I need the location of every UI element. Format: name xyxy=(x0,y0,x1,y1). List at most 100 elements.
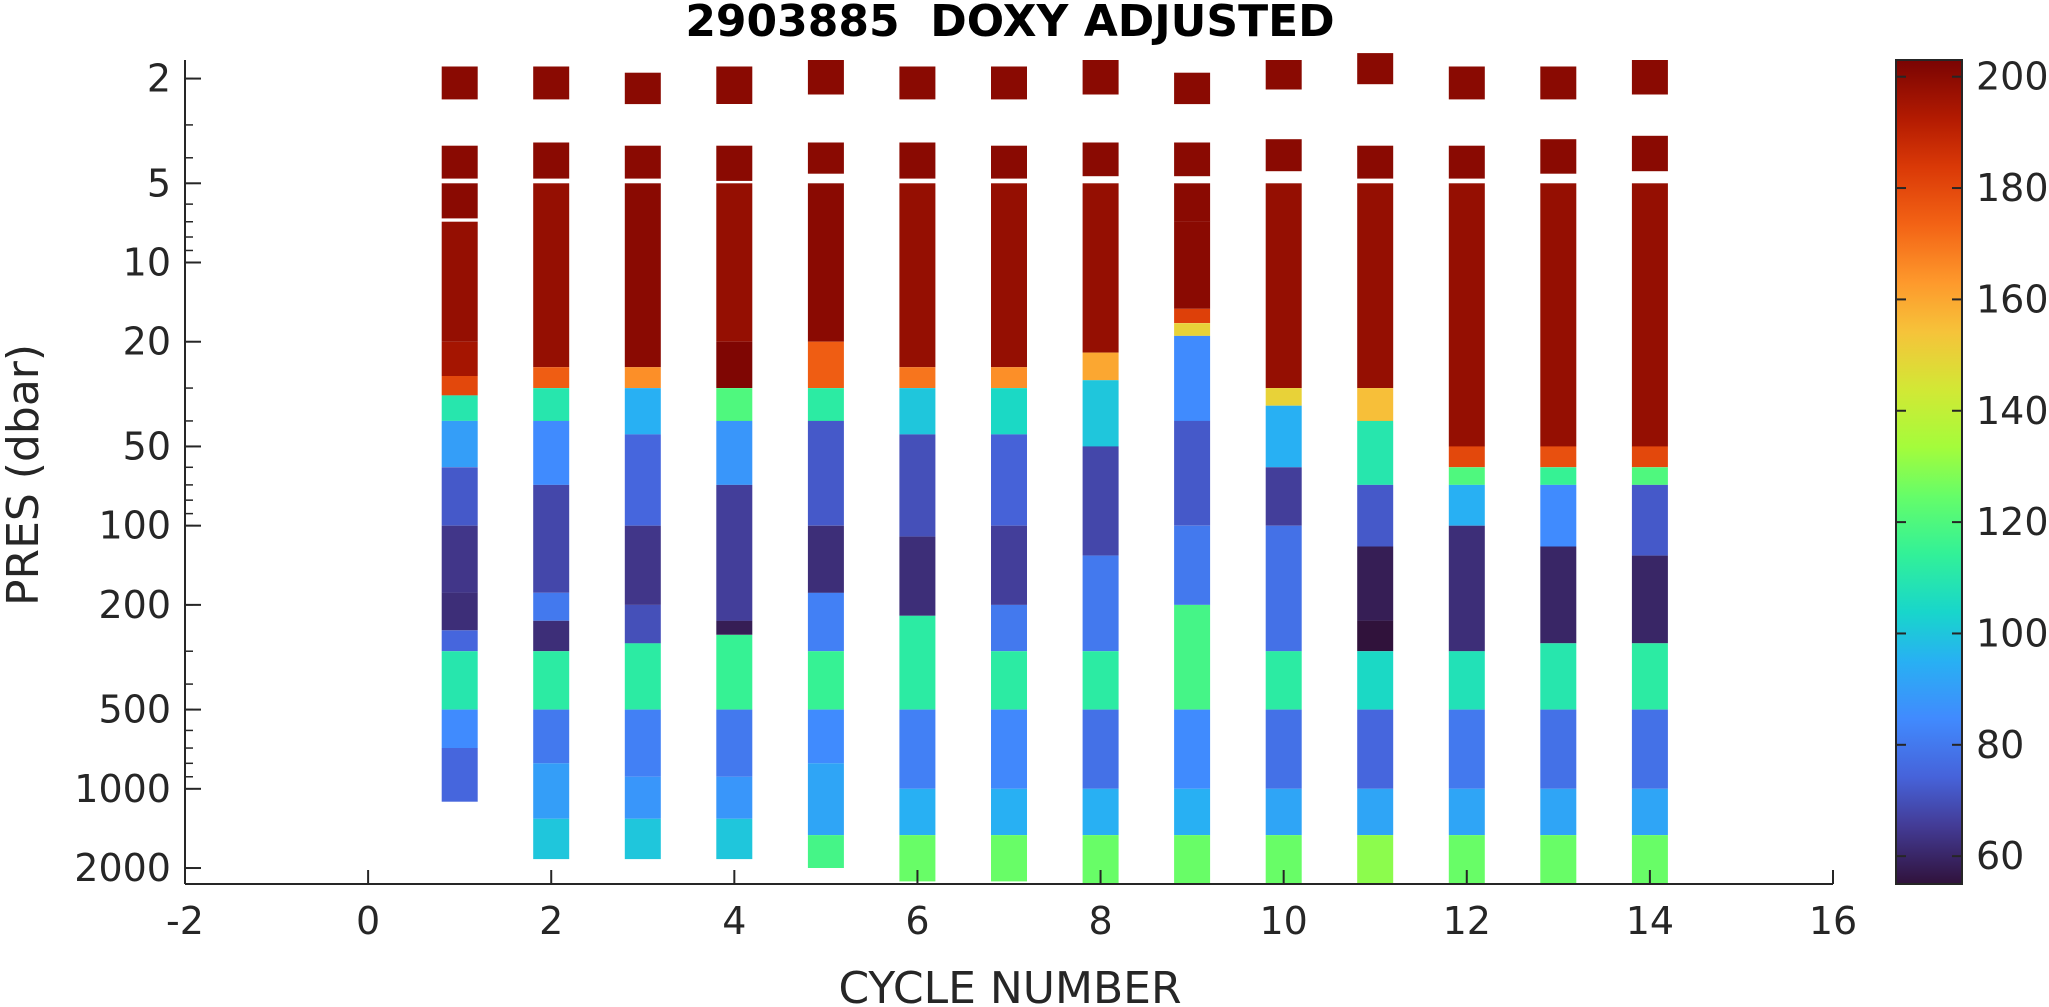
profile-segment xyxy=(899,367,936,388)
profile-segment xyxy=(991,183,1027,368)
profile-segment xyxy=(807,835,844,868)
profile-segment xyxy=(441,592,478,631)
profile-segment xyxy=(807,388,844,421)
profile-segment xyxy=(533,592,570,621)
profile-segment xyxy=(533,367,570,388)
profile-segment xyxy=(1082,183,1119,353)
profile-segment xyxy=(1265,651,1302,710)
profile-segment xyxy=(1357,388,1394,421)
profile-column-3 xyxy=(624,72,661,860)
profile-segment xyxy=(533,709,570,764)
profile-segment xyxy=(441,709,478,749)
profile-segment xyxy=(807,525,844,593)
profile-segment xyxy=(533,183,570,368)
profile-segment xyxy=(899,434,936,537)
colorbar-gradient xyxy=(1895,59,1963,885)
x-tick-label: 10 xyxy=(1259,899,1307,943)
profile-column-10 xyxy=(1265,60,1302,884)
profile-segment xyxy=(533,388,570,421)
profile-segment xyxy=(1540,183,1577,447)
profile-segment xyxy=(533,763,570,819)
x-tick-label: 4 xyxy=(722,899,746,943)
profile-segment xyxy=(624,367,661,388)
profile-segment xyxy=(1265,467,1302,526)
chart-title: 2903885 DOXY ADJUSTED xyxy=(685,0,1334,47)
profile-segment xyxy=(1174,308,1211,324)
y-tick-label: 20 xyxy=(123,320,171,364)
y-tick-label: 10 xyxy=(123,241,171,285)
profile-segment xyxy=(624,604,661,644)
y-tick-label: 50 xyxy=(123,424,171,468)
profile-segment xyxy=(624,643,661,710)
colorbar-tick-label: 160 xyxy=(1976,277,2049,321)
profile-segment xyxy=(991,709,1027,789)
profile-column-6 xyxy=(899,66,936,882)
profile-segment xyxy=(1082,352,1119,381)
profile-segment xyxy=(807,592,844,652)
profile-segment xyxy=(441,651,478,710)
profile-segment xyxy=(899,183,936,368)
profile-segment xyxy=(1082,788,1119,836)
profile-segment xyxy=(441,341,478,376)
profile-segment xyxy=(716,634,753,710)
x-tick-label: 8 xyxy=(1088,899,1112,943)
profile-segment xyxy=(1357,420,1394,485)
y-axis-title: PRES (dbar) xyxy=(0,344,49,606)
profile-segment xyxy=(807,709,844,764)
x-tick-label: 16 xyxy=(1809,899,1857,943)
profile-segment xyxy=(1174,525,1211,605)
profile-segment xyxy=(624,776,661,819)
profile-segment xyxy=(1357,651,1394,710)
profile-segment xyxy=(991,145,1027,179)
profile-segment xyxy=(716,66,753,104)
profile-segment xyxy=(991,367,1027,388)
profile-segment xyxy=(1265,139,1302,172)
profile-segment xyxy=(441,66,478,100)
profile-segment xyxy=(716,183,753,342)
profile-segment xyxy=(1357,788,1394,836)
profile-segment xyxy=(624,434,661,526)
profile-segment xyxy=(1082,60,1119,95)
profile-segment xyxy=(716,145,753,181)
profile-segment xyxy=(1174,709,1211,789)
profile-segment xyxy=(1174,788,1211,836)
profile-segment xyxy=(1174,72,1211,105)
profile-segment xyxy=(1174,335,1211,421)
profile-segment xyxy=(991,788,1027,836)
profile-segment xyxy=(1631,60,1668,95)
profile-segment xyxy=(1631,643,1668,710)
profile-segment xyxy=(533,66,570,100)
profile-segment xyxy=(624,183,661,368)
profile-segment xyxy=(533,818,570,860)
x-tick-label: 2 xyxy=(539,899,563,943)
profile-segment xyxy=(899,536,936,616)
profile-segment xyxy=(991,525,1027,605)
profile-segment xyxy=(1540,446,1577,468)
profile-column-12 xyxy=(1448,66,1485,884)
profile-segment xyxy=(1174,142,1211,177)
profile-segment xyxy=(1265,183,1302,389)
profile-segment xyxy=(807,763,844,836)
profile-segment xyxy=(441,395,478,421)
y-tick-label: 2000 xyxy=(74,846,171,890)
profile-segment xyxy=(624,818,661,860)
profile-segment xyxy=(1265,709,1302,789)
profiles-group xyxy=(441,53,1668,884)
profile-segment xyxy=(807,183,844,342)
profile-segment xyxy=(899,142,936,179)
profile-segment xyxy=(1631,467,1668,485)
profile-column-8 xyxy=(1082,60,1119,884)
profile-segment xyxy=(1448,66,1485,100)
profile-segment xyxy=(441,420,478,468)
profile-segment xyxy=(991,835,1027,882)
profile-segment xyxy=(716,709,753,777)
profile-segment xyxy=(1540,66,1577,100)
profile-segment xyxy=(1448,484,1485,526)
profile-segment xyxy=(1265,388,1302,406)
x-tick-label: 12 xyxy=(1443,899,1491,943)
profile-segment xyxy=(1448,788,1485,836)
profile-segment xyxy=(716,420,753,485)
profile-segment xyxy=(533,142,570,179)
profile-segment xyxy=(1174,221,1211,309)
profile-segment xyxy=(441,630,478,652)
